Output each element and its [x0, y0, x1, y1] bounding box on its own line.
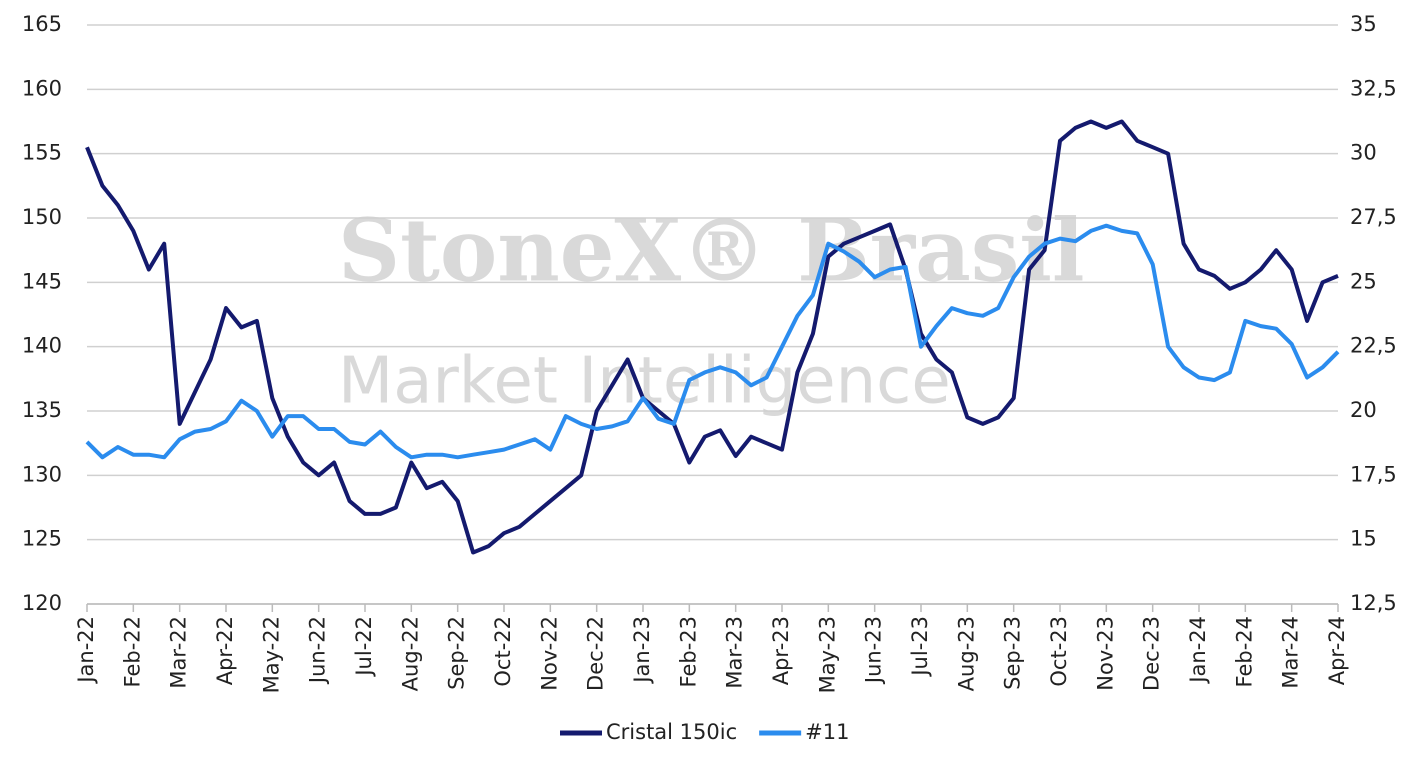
x-tick-label: Jul-22 — [352, 616, 376, 678]
y-tick-label: 150 — [22, 205, 62, 229]
x-tick-label: Nov-23 — [1093, 616, 1117, 691]
y-tick-label: 120 — [22, 591, 62, 615]
y-tick-label: 140 — [22, 334, 62, 358]
y2-tick-label: 20 — [1350, 398, 1377, 422]
x-tick-label: Apr-23 — [769, 616, 793, 685]
y-tick-label: 130 — [22, 462, 62, 486]
x-tick-label: Jan-24 — [1186, 616, 1210, 685]
x-tick-label: Dec-23 — [1140, 616, 1164, 691]
watermark: Market Intelligence — [338, 345, 951, 419]
y-tick-label: 145 — [22, 269, 62, 293]
x-tick-label: Jun-22 — [306, 616, 330, 685]
y2-tick-label: 27,5 — [1350, 205, 1397, 229]
y2-tick-label: 30 — [1350, 141, 1377, 165]
x-tick-label: Feb-23 — [676, 616, 700, 687]
x-tick-label: Feb-22 — [120, 616, 144, 687]
x-tick-label: Sep-23 — [1001, 616, 1025, 690]
x-tick-label: Sep-22 — [445, 616, 469, 690]
series-line — [85, 119, 1339, 555]
y-tick-label: 125 — [22, 527, 62, 551]
x-tick-label: Jan-22 — [74, 616, 98, 685]
legend-label: #11 — [805, 720, 849, 744]
y-tick-label: 135 — [22, 398, 62, 422]
x-tick-label: Aug-22 — [398, 616, 422, 691]
series-line — [85, 223, 1340, 460]
x-tick-label: Dec-22 — [584, 616, 608, 691]
y2-tick-label: 32,5 — [1350, 76, 1397, 100]
y2-tick-label: 17,5 — [1350, 462, 1397, 486]
x-tick-label: May-22 — [259, 616, 283, 693]
y2-tick-label: 22,5 — [1350, 334, 1397, 358]
x-tick-label: Apr-24 — [1325, 616, 1349, 685]
x-tick-label: Jul-23 — [908, 616, 932, 678]
x-tick-label: Apr-22 — [213, 616, 237, 685]
x-tick-label: Aug-23 — [954, 616, 978, 691]
x-tick-label: May-23 — [815, 616, 839, 693]
x-tick-label: Oct-23 — [1047, 616, 1071, 687]
x-tick-label: Mar-23 — [723, 616, 747, 689]
y-tick-label: 160 — [22, 76, 62, 100]
y2-tick-label: 35 — [1350, 12, 1377, 36]
watermark: StoneX® Brasil — [338, 201, 1085, 302]
x-tick-label: Mar-22 — [167, 616, 191, 689]
y2-tick-label: 15 — [1350, 527, 1377, 551]
x-tick-label: Jun-23 — [862, 616, 886, 685]
x-tick-label: Nov-22 — [537, 616, 561, 691]
legend-label: Cristal 150ic — [606, 720, 737, 744]
y-tick-label: 165 — [22, 12, 62, 36]
x-tick-label: Mar-24 — [1279, 616, 1303, 689]
x-tick-label: Oct-22 — [491, 616, 515, 687]
y-tick-label: 155 — [22, 141, 62, 165]
y2-tick-label: 12,5 — [1350, 591, 1397, 615]
x-tick-label: Jan-23 — [630, 616, 654, 685]
y2-tick-label: 25 — [1350, 269, 1377, 293]
x-tick-label: Feb-24 — [1232, 616, 1256, 687]
